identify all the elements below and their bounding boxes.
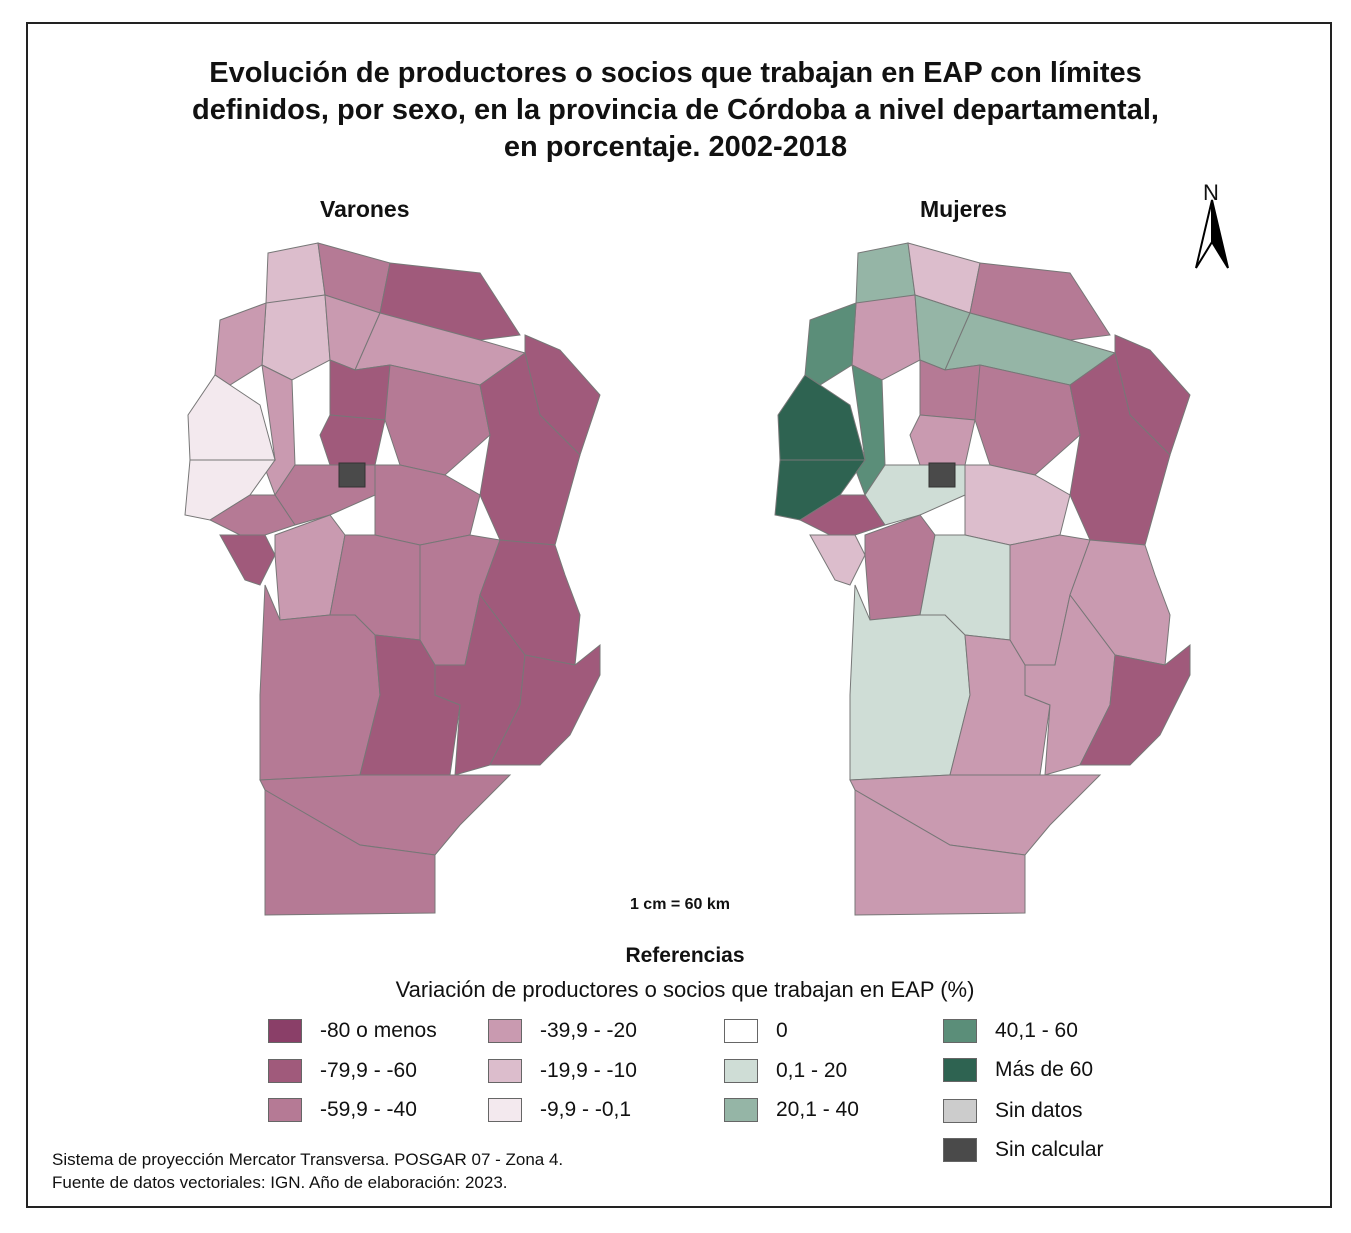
department-region [969, 262, 1111, 341]
department-capital [338, 462, 366, 488]
legend-swatch [488, 1098, 522, 1122]
legend-item: 40,1 - 60 [943, 1018, 1078, 1044]
legend-label: -79,9 - -60 [320, 1059, 417, 1082]
department-region [187, 374, 276, 461]
legend-swatch [943, 1099, 977, 1123]
map-title-line-3: en porcentaje. 2002-2018 [503, 131, 848, 163]
department-region [851, 294, 921, 381]
legend-item: -39,9 - -20 [488, 1018, 637, 1044]
department-region [809, 534, 866, 586]
map-title-line-1: Evolución de productores o socios que tr… [209, 57, 1142, 89]
department-region [804, 302, 857, 386]
legend-swatch [724, 1059, 758, 1083]
legend-label: -9,9 - -0,1 [540, 1098, 632, 1121]
department-region [964, 464, 1071, 546]
department-region [261, 294, 331, 381]
department-region [264, 789, 436, 916]
department-region [265, 242, 326, 304]
department-region [489, 643, 601, 766]
legend-swatch [488, 1059, 522, 1083]
legend-item: 0,1 - 20 [724, 1058, 847, 1084]
legend-swatch [268, 1019, 302, 1043]
department-region [909, 414, 976, 466]
legend-item: Sin calcular [943, 1137, 1104, 1163]
legend-swatch [943, 1058, 977, 1082]
legend-label: 0,1 - 20 [776, 1059, 848, 1082]
legend-swatch [943, 1138, 977, 1162]
legend-label: 0 [776, 1019, 788, 1042]
legend-item: -80 o menos [268, 1018, 437, 1044]
legend-swatch [268, 1059, 302, 1083]
legend-item: Sin datos [943, 1098, 1083, 1124]
north-arrow-icon [1195, 199, 1229, 269]
legend-label: Más de 60 [995, 1058, 1094, 1081]
mujeres-map-label: Mujeres [920, 196, 1007, 222]
legend-title: Referencias [625, 944, 745, 967]
legend-label: -19,9 - -10 [540, 1059, 637, 1082]
legend-label: 20,1 - 40 [776, 1098, 859, 1121]
legend-item: -59,9 - -40 [268, 1097, 417, 1123]
department-region [1079, 643, 1191, 766]
mujeres-choropleth-map [774, 242, 1191, 916]
legend-swatch [943, 1019, 977, 1043]
legend-label: Sin datos [995, 1099, 1083, 1122]
legend-label: Sin calcular [995, 1138, 1104, 1161]
legend-item: 20,1 - 40 [724, 1097, 859, 1123]
department-region [379, 262, 521, 341]
legend-item: Más de 60 [943, 1057, 1093, 1083]
legend-label: -80 o menos [320, 1019, 437, 1042]
legend-swatch [724, 1019, 758, 1043]
legend-label: 40,1 - 60 [995, 1019, 1078, 1042]
department-region [854, 789, 1026, 916]
department-region [319, 414, 386, 466]
map-frame [26, 22, 1332, 1208]
legend-item: -19,9 - -10 [488, 1058, 637, 1084]
scale-label: 1 cm = 60 km [629, 896, 731, 913]
projection-note: Sistema de proyección Mercator Transvers… [52, 1150, 564, 1169]
department-region [777, 374, 866, 461]
department-capital [928, 462, 956, 488]
legend-swatch [268, 1098, 302, 1122]
department-region [214, 302, 267, 386]
legend-item: 0 [724, 1018, 788, 1044]
department-region [374, 464, 481, 546]
data-source-note: Fuente de datos vectoriales: IGN. Año de… [52, 1173, 508, 1192]
legend-item: -79,9 - -60 [268, 1058, 417, 1084]
varones-choropleth-map [184, 242, 601, 916]
legend-item: -9,9 - -0,1 [488, 1097, 631, 1123]
legend-label: -39,9 - -20 [540, 1019, 637, 1042]
department-region [855, 242, 916, 304]
legend-swatch [724, 1098, 758, 1122]
department-region [219, 534, 276, 586]
legend-subtitle: Variación de productores o socios que tr… [395, 977, 975, 1002]
legend-swatch [488, 1019, 522, 1043]
north-arrow-label: N [1203, 180, 1219, 205]
legend-label: -59,9 - -40 [320, 1098, 417, 1121]
varones-map-label: Varones [320, 196, 410, 222]
map-title-line-2: definidos, por sexo, en la provincia de … [192, 94, 1159, 126]
